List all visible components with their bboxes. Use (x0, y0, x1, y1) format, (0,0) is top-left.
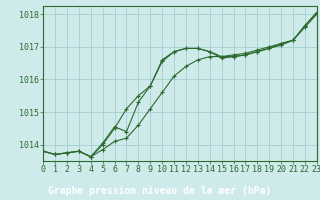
Text: Graphe pression niveau de la mer (hPa): Graphe pression niveau de la mer (hPa) (48, 186, 272, 196)
